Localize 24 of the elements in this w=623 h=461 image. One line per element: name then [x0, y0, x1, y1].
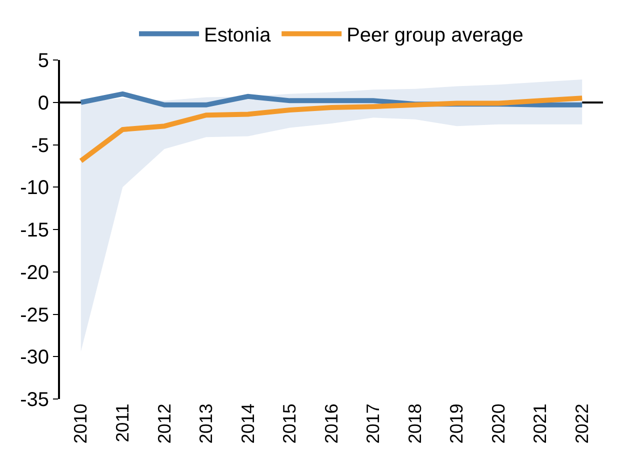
- x-tick-label: 2021: [530, 404, 550, 444]
- x-tick-label: 2019: [446, 404, 467, 444]
- legend-label: Peer group average: [346, 24, 524, 47]
- legend-label: Estonia: [204, 24, 272, 47]
- x-tick-label: 2013: [196, 404, 216, 444]
- x-tick-label: 2014: [238, 404, 258, 444]
- x-tick-label: 2018: [404, 404, 425, 444]
- x-tick-label: 2022: [572, 404, 592, 444]
- y-tick-label: -35: [20, 389, 49, 411]
- y-tick-label: 0: [38, 92, 49, 114]
- x-tick-label: 2015: [280, 404, 300, 444]
- x-tick-label: 2020: [488, 404, 508, 444]
- y-tick-label: -20: [20, 262, 49, 284]
- y-tick-label: 5: [38, 50, 49, 72]
- y-tick-label: -30: [20, 346, 49, 369]
- x-tick-label: 2016: [321, 404, 342, 444]
- y-tick-label: -5: [31, 134, 49, 157]
- x-tick-label: 2012: [154, 404, 174, 444]
- x-tick-label: 2017: [363, 404, 384, 444]
- x-tick-label: 2010: [70, 404, 91, 444]
- y-tick-label: -10: [20, 177, 49, 200]
- x-tick-label: 2011: [112, 404, 132, 442]
- y-tick-label: -25: [20, 304, 49, 326]
- y-tick-label: -15: [20, 220, 49, 242]
